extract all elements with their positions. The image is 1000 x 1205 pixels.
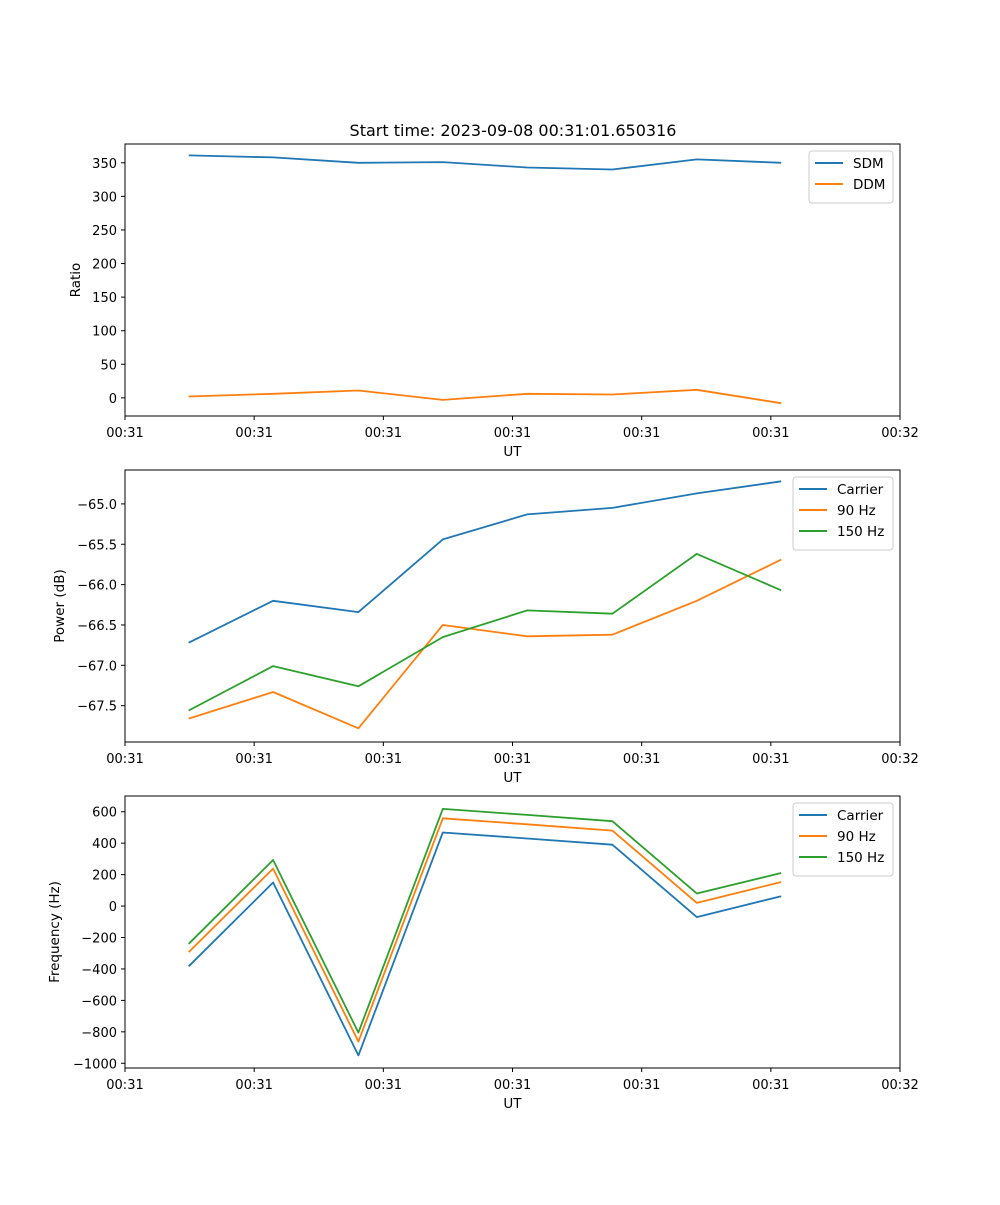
panel-3-y-tick-label: 600 xyxy=(92,806,117,821)
panel-1-legend-label-ddm: DDM xyxy=(853,177,885,193)
panel-2-y-tick-label: −65.5 xyxy=(77,538,117,553)
panel-2-series-carrier xyxy=(188,480,782,644)
panel-3-y-tick-label: 400 xyxy=(92,837,117,852)
panel-3-x-tick-label: 00:31 xyxy=(235,1078,272,1093)
panel-1-y-tick-label: 350 xyxy=(92,157,117,172)
panel-3-x-tick-label: 00:31 xyxy=(106,1078,143,1093)
panel-3-x-tick-label: 00:31 xyxy=(752,1078,789,1093)
panel-1-y-tick-label: 200 xyxy=(92,258,117,273)
panel-2-x-tick-label: 00:31 xyxy=(623,752,660,767)
panel-3-y-tick-label: −600 xyxy=(81,994,117,1009)
panel-1-y-tick-label: 100 xyxy=(92,325,117,340)
panel-2-x-tick-label: 00:31 xyxy=(494,752,531,767)
panel-2-y-tick-label: −66.5 xyxy=(77,619,117,634)
panel-1-y-tick-label: 150 xyxy=(92,291,117,306)
panel-2-x-tick-label: 00:31 xyxy=(365,752,402,767)
panel-1-x-tick-label: 00:31 xyxy=(106,426,143,441)
panel-2-x-axis-label: UT xyxy=(503,770,522,786)
panel-2-x-tick-label: 00:31 xyxy=(752,752,789,767)
chart-title: Start time: 2023-09-08 00:31:01.650316 xyxy=(350,121,677,140)
panel-3-series-90-hz xyxy=(188,817,782,1043)
panel-3-x-tick-label: 00:31 xyxy=(494,1078,531,1093)
panel-3-y-tick-label: −1000 xyxy=(73,1057,117,1072)
panel-3-y-tick-label: −200 xyxy=(81,932,117,947)
panel-1-x-tick-label: 00:32 xyxy=(881,426,918,441)
panel-1-y-tick-label: 250 xyxy=(92,224,117,239)
panel-1-axes-frame xyxy=(124,143,901,417)
panel-1-legend-label-sdm: SDM xyxy=(853,156,884,172)
panel-1-y-tick-label: 0 xyxy=(109,392,117,407)
panel-3-legend-label-150-hz: 150 Hz xyxy=(837,850,884,866)
panel-3-y-axis-label: Frequency (Hz) xyxy=(47,881,63,983)
panel-3-legend-label-90-hz: 90 Hz xyxy=(837,829,876,845)
panel-1-x-tick-label: 00:31 xyxy=(235,426,272,441)
panel-2-y-tick-label: −65.0 xyxy=(77,498,117,513)
panel-3-x-tick-label: 00:31 xyxy=(623,1078,660,1093)
panel-2-series-150-hz xyxy=(188,553,782,712)
panel-2-y-tick-label: −66.0 xyxy=(77,579,117,594)
panel-2-y-axis-label: Power (dB) xyxy=(52,569,68,642)
panel-1-series-sdm xyxy=(188,154,782,171)
panel-1-series-ddm xyxy=(188,388,782,405)
panel-1-x-tick-label: 00:31 xyxy=(365,426,402,441)
panel-2-x-tick-label: 00:31 xyxy=(235,752,272,767)
panel-3-y-tick-label: −800 xyxy=(81,1026,117,1041)
panel-1-y-tick-label: 300 xyxy=(92,190,117,205)
panel-2-legend-label-90-hz: 90 Hz xyxy=(837,503,876,519)
panel-3-x-tick-label: 00:32 xyxy=(881,1078,918,1093)
panel-2-x-tick-label: 00:32 xyxy=(881,752,918,767)
panel-2-y-tick-label: −67.5 xyxy=(77,700,117,715)
panel-1-x-tick-label: 00:31 xyxy=(623,426,660,441)
panel-3-y-tick-label: −400 xyxy=(81,963,117,978)
panel-3-series-150-hz xyxy=(188,808,782,1034)
panel-3-y-tick-label: 200 xyxy=(92,869,117,884)
panel-3-x-axis-label: UT xyxy=(503,1096,522,1112)
panel-2-y-tick-label: −67.0 xyxy=(77,659,117,674)
panel-1-y-tick-label: 50 xyxy=(100,358,117,373)
panel-2-legend-label-150-hz: 150 Hz xyxy=(837,524,884,540)
panel-1-x-tick-label: 00:31 xyxy=(494,426,531,441)
panel-3-series-carrier xyxy=(188,831,782,1057)
panel-3-y-tick-label: 0 xyxy=(109,900,117,915)
panel-2-legend-label-carrier: Carrier xyxy=(837,482,884,498)
panel-1-x-axis-label: UT xyxy=(503,444,522,460)
panel-1-y-axis-label: Ratio xyxy=(68,263,84,298)
panel-3-x-tick-label: 00:31 xyxy=(365,1078,402,1093)
panel-2-series-90-hz xyxy=(188,558,782,730)
panel-2-x-tick-label: 00:31 xyxy=(106,752,143,767)
panel-3-legend-label-carrier: Carrier xyxy=(837,808,884,824)
panel-1-x-tick-label: 00:31 xyxy=(752,426,789,441)
